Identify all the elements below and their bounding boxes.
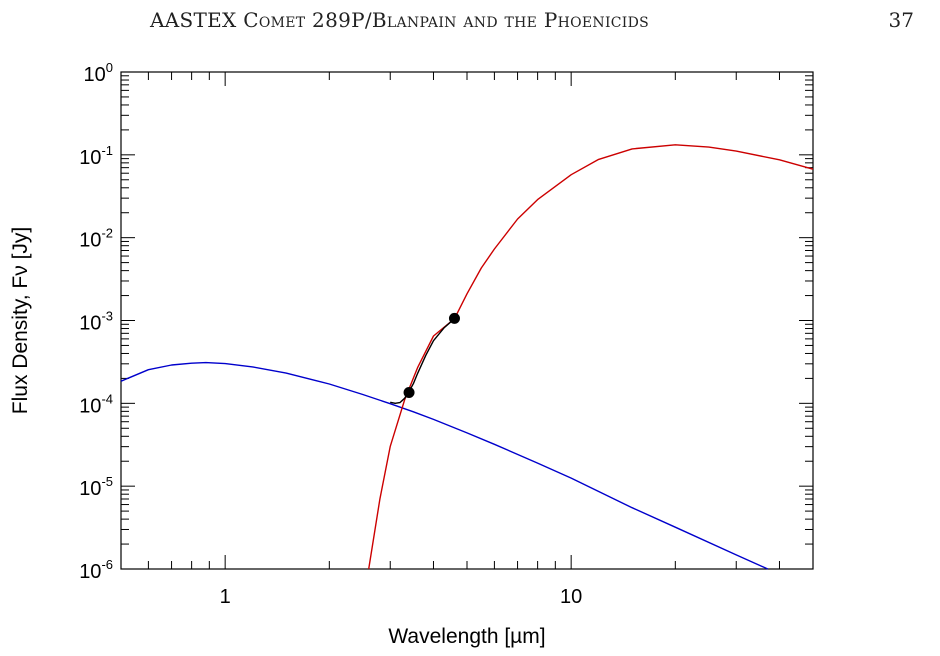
y-tick-label: 10-6: [79, 557, 113, 583]
y-axis-label: Flux Density, Fν [Jy]: [9, 227, 32, 414]
y-tick-label: 10-5: [79, 474, 113, 500]
y-tick-label: 10-4: [79, 391, 113, 417]
series-layer: [120, 144, 814, 570]
running-head: AASTEX Comet 289P/Blanpain and the Phoen…: [150, 8, 650, 32]
axis-ticks: [120, 71, 814, 570]
y-tick-label: 100: [84, 60, 113, 86]
y-tick-label: 10-2: [79, 226, 113, 252]
y-tick-labels: 100 10-1 10-2 10-3 10-4 10-5 10-6: [79, 60, 113, 583]
y-tick-label: 10-3: [79, 309, 113, 335]
data-points: [403, 312, 460, 399]
series-line-3: [390, 318, 455, 404]
page-header: AASTEX Comet 289P/Blanpain and the Phoen…: [0, 0, 940, 50]
data-point: [448, 312, 460, 324]
data-point: [403, 387, 415, 399]
series-line-1: [120, 361, 769, 570]
series-line-2: [368, 144, 814, 570]
x-tick-label: 1: [220, 586, 231, 608]
page-number: 37: [888, 8, 914, 32]
y-tick-label: 10-1: [79, 143, 113, 169]
x-tick-labels: 1 10: [220, 586, 583, 608]
x-tick-label: 10: [560, 586, 582, 608]
x-axis-label: Wavelength [µm]: [388, 625, 545, 648]
